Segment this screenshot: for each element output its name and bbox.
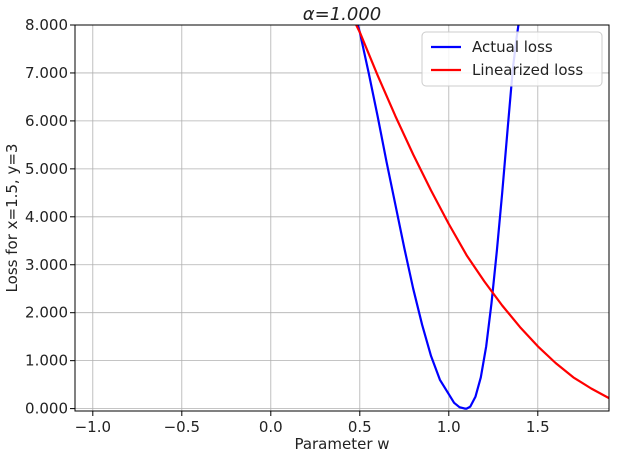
series-line-2 xyxy=(355,25,609,400)
x-tick-label: 0.5 xyxy=(348,418,372,436)
legend: Actual loss Linearized loss xyxy=(421,31,603,87)
x-tick-label: 0.0 xyxy=(259,418,283,436)
series-line-1 xyxy=(356,25,520,410)
y-axis-ticks: 0.000 1.000 2.000 3.000 4.000 5.000 6.000 7.000… xyxy=(25,16,75,418)
plot-frame xyxy=(74,24,610,412)
y-tick-label: 3.000 xyxy=(25,256,68,274)
series-group xyxy=(355,25,609,410)
legend-label: Actual loss xyxy=(472,38,553,56)
x-tick-label: −0.5 xyxy=(164,418,200,436)
legend-label: Linearized loss xyxy=(472,61,583,79)
y-axis-label: Loss for x=1.5, y=3 xyxy=(3,144,21,293)
x-tick-label: 1.0 xyxy=(437,418,461,436)
x-tick-label: −1.0 xyxy=(75,418,111,436)
y-tick-label: 6.000 xyxy=(25,112,68,130)
y-tick-label: 2.000 xyxy=(25,304,68,322)
y-tick-label: 7.000 xyxy=(25,64,68,82)
chart-title: α=1.000 xyxy=(303,4,381,25)
y-tick-label: 5.000 xyxy=(25,160,68,178)
x-axis-ticks: −1.0 −0.5 0.0 0.5 1.0 1.5 xyxy=(75,411,550,436)
y-tick-label: 8.000 xyxy=(25,16,68,34)
x-tick-label: 1.5 xyxy=(526,418,550,436)
y-tick-label: 4.000 xyxy=(25,208,68,226)
y-tick-label: 0.000 xyxy=(25,400,68,418)
x-axis-label: Parameter w xyxy=(294,435,389,453)
legend-box xyxy=(421,31,603,87)
y-tick-label: 1.000 xyxy=(25,352,68,370)
